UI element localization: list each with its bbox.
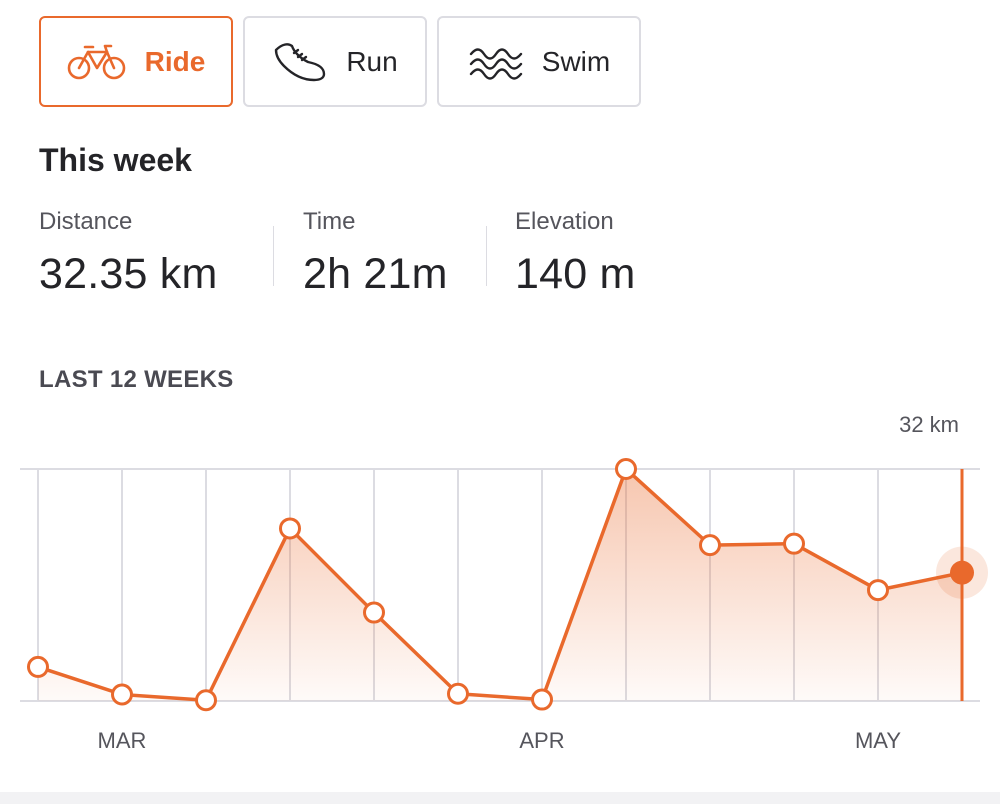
stat-distance-label: Distance [39,208,133,235]
data-point-current [950,560,974,585]
weekly-distance-chart: MAR APR MAY [20,458,988,753]
data-point [27,655,49,678]
month-label: MAY [855,728,901,753]
month-label: APR [519,728,564,753]
stat-divider [486,226,487,286]
stat-time: Time 2h 21m [303,208,448,299]
footer-divider [0,792,1000,804]
data-point [447,682,469,705]
shoe-icon [272,40,328,84]
stat-elevation-value: 140 m [515,250,636,298]
tab-run-label: Run [346,45,398,77]
stat-divider [273,226,274,286]
data-point [279,517,301,540]
stat-distance-value: 32.35 km [39,250,218,298]
this-week-title: This week [39,142,192,178]
stat-elevation-label: Elevation [515,208,614,235]
data-point [615,458,637,480]
tab-ride-label: Ride [144,45,206,77]
data-point [111,683,133,706]
tab-ride[interactable]: Ride [39,16,233,107]
data-point [699,534,721,557]
data-point [363,601,385,624]
waves-icon [468,42,524,82]
series-area [38,469,962,701]
data-point [867,579,889,602]
tab-swim-label: Swim [541,45,611,77]
chart-title: LAST 12 WEEKS [39,366,234,393]
stat-time-value: 2h 21m [303,250,448,298]
chart-max-label: 32 km [899,412,959,437]
bike-icon [67,42,127,82]
data-point [195,689,217,712]
stat-distance: Distance 32.35 km [39,208,217,299]
series-line [37,467,963,703]
stat-time-label: Time [303,208,356,235]
data-point [531,688,553,711]
tab-run[interactable]: Run [243,16,427,107]
data-point [783,532,805,555]
month-label: MAR [98,728,147,753]
tab-swim[interactable]: Swim [437,16,641,107]
stat-elevation: Elevation 140 m [515,208,636,299]
